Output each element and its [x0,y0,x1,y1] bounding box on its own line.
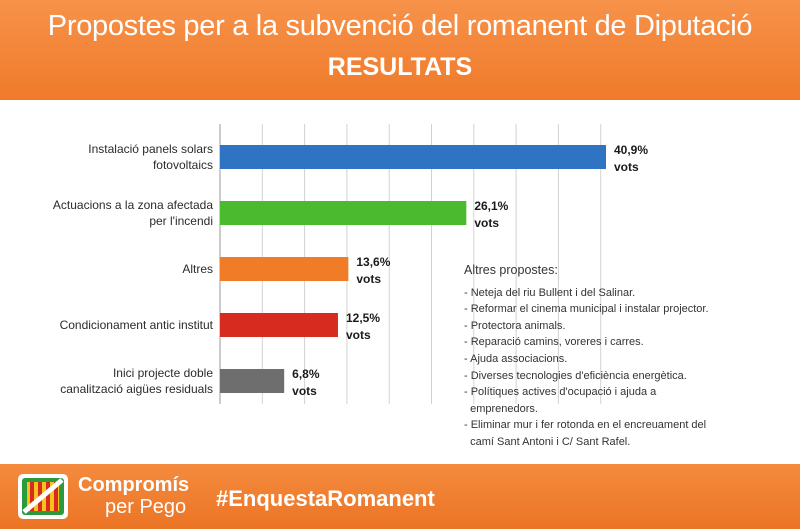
proposal-item: - Reformar el cinema municipal i instala… [464,303,709,316]
footer-banner [0,464,800,529]
hashtag: #EnquestaRomanent [216,486,435,511]
brand-line1: Compromís [78,474,190,496]
proposal-item: - Reparació camins, voreres i carres. [464,336,644,349]
category-label: Condicionament antic institut [60,318,214,332]
bar [220,257,349,281]
other-proposals-title: Altres propostes: [464,263,558,277]
proposal-item: - Ajuda associacions. [464,352,568,365]
page-title: Propostes per a la subvenció del romanen… [47,10,753,42]
unit-label: vots [614,160,639,174]
bar [220,369,285,393]
category-label: Altres [182,262,213,276]
bar-chart-svg: Instalació panels solars fotovoltaics 40,9… [53,124,648,404]
value-label: 40,9% [614,143,648,157]
value-label: 13,6% [356,255,390,269]
compromis-logo-icon [18,474,68,519]
category-label: fotovoltaics [153,158,213,172]
proposal-item: - Protectora animals. [464,319,566,332]
unit-label: vots [356,272,381,286]
value-label: 26,1% [474,199,508,213]
proposal-item: - Neteja del riu Bullent i del Salinar. [464,286,636,299]
unit-label: vots [474,216,499,230]
brand-line2: per Pego [105,496,187,518]
proposal-item: emprenedors. [464,402,538,415]
other-proposals-list: - Neteja del riu Bullent i del Salinar. -… [464,285,800,451]
proposal-item: - Eliminar mur i fer rotonda en el encre… [464,419,707,432]
results-chart: Instalació panels solars fotovoltaics 40,9… [0,100,800,470]
bar [220,313,338,337]
category-label: canalització aigües residuals [60,382,213,396]
proposal-item: - Polítiques actives d'ocupació i ajuda … [464,386,657,399]
unit-label: vots [292,384,317,398]
header-banner: Propostes per a la subvenció del romanen… [0,0,800,100]
proposal-item: - Diverses tecnologies d'eficiència ener… [464,369,687,382]
category-label: Instalació panels solars [88,142,213,156]
bar [220,145,606,169]
page-subtitle: RESULTATS [327,53,473,81]
bar [220,201,467,225]
proposal-item: camí Sant Antoni i C/ Sant Rafel. [464,435,631,448]
brand-name: Compromís per Pego [78,474,189,518]
unit-label: vots [346,328,371,342]
category-label: Inici projecte doble [113,366,213,380]
value-label: 6,8% [292,367,320,381]
category-label: Actuacions a la zona afectada [53,198,213,212]
category-label: per l'incendi [149,214,213,228]
value-label: 12,5% [346,311,380,325]
other-proposals: Altres propostes: - Neteja del riu Bulle… [464,262,800,451]
